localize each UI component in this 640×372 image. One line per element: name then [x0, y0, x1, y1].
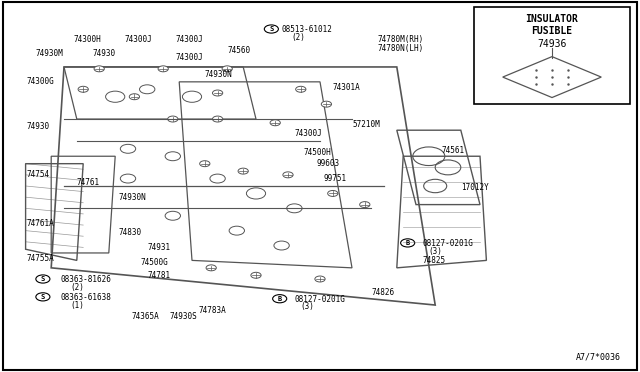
Circle shape: [238, 168, 248, 174]
Text: 74930M: 74930M: [35, 49, 63, 58]
Text: 74300J: 74300J: [176, 35, 204, 44]
Circle shape: [251, 272, 261, 278]
Text: 74761A: 74761A: [27, 219, 54, 228]
Text: (3): (3): [301, 302, 315, 311]
Text: 74930N: 74930N: [205, 70, 232, 79]
Text: INSULATOR: INSULATOR: [525, 14, 579, 24]
Text: 74560: 74560: [227, 46, 250, 55]
Text: 74300G: 74300G: [27, 77, 54, 86]
Circle shape: [206, 265, 216, 271]
Text: 74300J: 74300J: [176, 53, 204, 62]
Circle shape: [158, 66, 168, 72]
Text: B: B: [278, 296, 282, 302]
Text: A7/7*0036: A7/7*0036: [576, 353, 621, 362]
Circle shape: [94, 66, 104, 72]
Text: (3): (3): [429, 247, 443, 256]
Text: 74930: 74930: [27, 122, 50, 131]
Text: 08127-0201G: 08127-0201G: [422, 239, 473, 248]
Text: 74936: 74936: [538, 39, 566, 49]
Text: (2): (2): [70, 283, 84, 292]
Text: 74300H: 74300H: [74, 35, 101, 44]
Text: 74930: 74930: [93, 49, 116, 58]
Text: 08363-61638: 08363-61638: [61, 293, 111, 302]
Text: FUSIBLE: FUSIBLE: [531, 26, 573, 36]
Text: 74780M(RH): 74780M(RH): [378, 35, 424, 44]
Circle shape: [212, 90, 223, 96]
Text: 74781: 74781: [147, 271, 170, 280]
Polygon shape: [503, 57, 602, 97]
Text: 74754: 74754: [27, 170, 50, 179]
Text: 74500G: 74500G: [141, 258, 168, 267]
Text: 74755A: 74755A: [27, 254, 54, 263]
Text: 74365A: 74365A: [131, 312, 159, 321]
Text: 74500H: 74500H: [304, 148, 332, 157]
Text: 74561: 74561: [442, 146, 465, 155]
Text: 57210M: 57210M: [352, 120, 380, 129]
Circle shape: [328, 190, 338, 196]
Circle shape: [270, 120, 280, 126]
Text: 08363-81626: 08363-81626: [61, 275, 111, 284]
Text: 74825: 74825: [422, 256, 445, 265]
Circle shape: [283, 172, 293, 178]
Circle shape: [321, 101, 332, 107]
Circle shape: [168, 116, 178, 122]
Text: 74300J: 74300J: [294, 129, 322, 138]
Text: 74761: 74761: [77, 178, 100, 187]
Text: (1): (1): [70, 301, 84, 310]
Text: 74931: 74931: [147, 243, 170, 252]
Circle shape: [200, 161, 210, 167]
Text: 17012Y: 17012Y: [461, 183, 488, 192]
Circle shape: [212, 116, 223, 122]
Circle shape: [315, 276, 325, 282]
Bar: [474, 7, 630, 104]
Text: B: B: [406, 240, 410, 246]
Text: 74783A: 74783A: [198, 306, 226, 315]
Text: 74830: 74830: [118, 228, 141, 237]
Text: 74300J: 74300J: [125, 35, 152, 44]
Circle shape: [360, 202, 370, 208]
Text: S: S: [41, 294, 45, 300]
Text: (2): (2): [291, 33, 305, 42]
Text: 08513-61012: 08513-61012: [282, 25, 332, 34]
Text: 74826: 74826: [371, 288, 394, 296]
Text: 08127-0201G: 08127-0201G: [294, 295, 345, 304]
Text: 74930N: 74930N: [118, 193, 146, 202]
Text: 99751: 99751: [323, 174, 346, 183]
Text: 74930S: 74930S: [170, 312, 197, 321]
Text: S: S: [269, 26, 273, 32]
Text: 74780N(LH): 74780N(LH): [378, 44, 424, 53]
Text: 99603: 99603: [317, 159, 340, 168]
Text: S: S: [41, 276, 45, 282]
Text: 74301A: 74301A: [333, 83, 360, 92]
Circle shape: [129, 94, 140, 100]
Circle shape: [222, 66, 232, 72]
Circle shape: [78, 86, 88, 92]
Circle shape: [296, 86, 306, 92]
